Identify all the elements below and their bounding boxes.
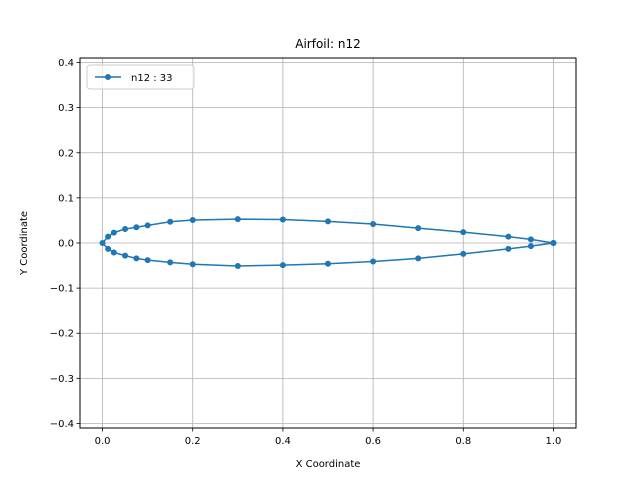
y-tick-label: −0.1 [50,284,74,295]
data-point [505,245,512,252]
data-point [167,259,174,266]
data-point [144,257,151,264]
x-tick-label: 0.0 [95,436,111,447]
data-point [370,258,377,265]
y-tick-label: −0.3 [50,374,74,385]
series-layer [99,216,557,270]
data-point [325,218,331,225]
ticks: 0.0 0.2 0.4 0.6 0.8 1.0 0.4 0.3 0.2 0.1 0.0 −0.1 −0.… [50,58,562,447]
data-point [527,236,534,243]
data-point [189,216,196,223]
x-tick-label: 0.4 [275,436,291,447]
data-point [460,229,467,236]
y-tick-label: −0.2 [50,329,74,340]
y-tick-label: −0.4 [50,419,74,430]
data-point [122,226,129,233]
data-point [105,245,112,252]
y-tick-label: 0.2 [58,148,74,159]
data-point [415,255,422,262]
x-tick-label: 1.0 [546,436,562,447]
y-axis-label: Y Coordinate [19,211,30,276]
legend-entry-label: n12 : 33 [131,73,173,84]
data-point [370,221,377,228]
data-point [234,216,241,223]
data-point [167,218,174,225]
data-point [527,243,534,250]
data-point [110,249,117,256]
data-point [550,240,557,246]
data-point [415,225,422,232]
grid [80,58,576,428]
data-point [133,224,140,231]
x-tick-label: 0.2 [185,436,201,447]
data-point [110,229,117,236]
chart-title: Airfoil: n12 [295,37,360,51]
data-point [105,233,112,240]
data-point [144,222,151,229]
data-point [505,233,512,240]
y-tick-label: 0.4 [58,58,74,69]
data-point [325,260,331,267]
y-tick-label: 0.0 [58,239,74,250]
data-point [99,240,106,246]
data-point [133,255,140,262]
legend-marker-swatch [105,74,111,80]
data-point [234,263,241,270]
data-point [122,252,129,259]
data-point [279,262,286,269]
x-tick-label: 0.6 [365,436,381,447]
legend-box [86,64,195,90]
data-point [460,250,467,257]
data-point [189,261,196,268]
y-tick-label: 0.1 [58,193,74,204]
x-tick-label: 0.8 [455,436,471,447]
x-axis-label: X Coordinate [296,459,361,470]
y-tick-label: 0.3 [58,103,74,114]
data-point [279,216,286,223]
legend: n12 : 33 [86,64,195,90]
